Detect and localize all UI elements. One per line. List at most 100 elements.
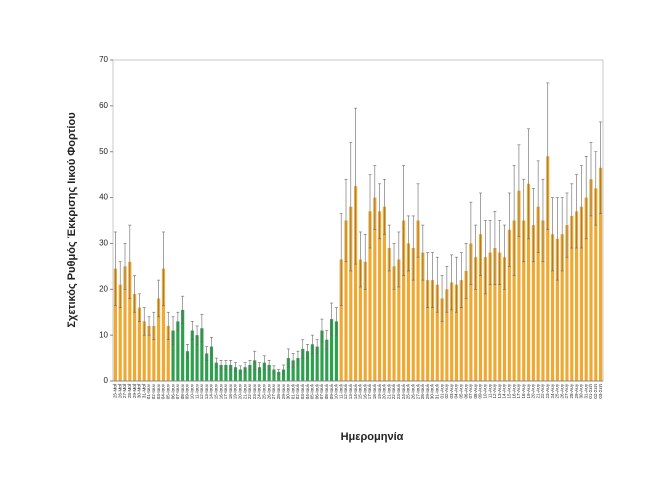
x-tick-label: 08-Αυγ xyxy=(473,383,478,398)
x-tick-label: 21-Αυγ xyxy=(535,383,540,398)
bar xyxy=(387,248,391,381)
x-tick-label: 23-Ιουν xyxy=(252,383,257,399)
x-tick-label: 24-Αυγ xyxy=(550,383,555,398)
bar xyxy=(291,360,295,381)
x-tick-label: 04-Αυγ xyxy=(454,383,459,398)
bar xyxy=(512,220,516,381)
bar xyxy=(565,225,569,381)
bar xyxy=(253,360,257,381)
bar xyxy=(161,268,166,381)
bar xyxy=(310,344,314,381)
x-tick-label: 19-Ιουλ xyxy=(377,383,382,399)
x-tick-label: 19-Ιουν xyxy=(233,383,238,399)
bar xyxy=(171,330,175,381)
x-tick-label: 10-Ιουλ xyxy=(334,383,339,399)
bar xyxy=(277,371,281,381)
x-tick-label: 07-Ιουλ xyxy=(319,383,324,399)
x-tick-label: 05-Αυγ xyxy=(459,383,464,398)
x-tick-label: 03-Ιουλ xyxy=(300,383,305,399)
bar xyxy=(262,362,266,381)
x-tick-label: 25-Μαΐ xyxy=(112,383,118,398)
x-tick-label: 03-Αυγ xyxy=(449,383,454,398)
bar xyxy=(354,186,358,381)
x-axis-title: Ημερομηνία xyxy=(341,431,404,443)
bar xyxy=(502,257,507,381)
bar xyxy=(402,220,406,381)
bar xyxy=(469,243,473,381)
bar xyxy=(392,266,396,381)
bar xyxy=(142,321,146,381)
x-tick-label: 13-Ιουλ xyxy=(348,383,353,399)
x-tick-label: 02-Σεπ xyxy=(593,384,598,399)
x-tick-label: 30-Ιουλ xyxy=(430,383,435,399)
bar xyxy=(358,259,362,381)
bar xyxy=(219,364,223,381)
bar xyxy=(176,321,180,381)
bar xyxy=(118,284,122,381)
x-tick-label: 27-Αυγ xyxy=(564,383,569,398)
bar xyxy=(301,348,305,381)
bar xyxy=(416,220,420,381)
bar xyxy=(560,234,564,381)
x-tick-label: 30-Μαΐ xyxy=(136,383,142,398)
x-tick-label: 31-Μαΐ xyxy=(140,383,146,398)
bar xyxy=(363,261,367,381)
bar xyxy=(325,339,329,381)
bar xyxy=(430,280,435,381)
bar xyxy=(315,346,319,381)
bar xyxy=(238,369,242,381)
y-tick-label: 30 xyxy=(99,239,108,248)
x-tick-label: 02-Ιουν xyxy=(151,383,156,399)
bar xyxy=(541,220,545,381)
bar xyxy=(570,215,574,381)
bar xyxy=(454,284,459,381)
bar xyxy=(373,197,377,381)
bar xyxy=(426,280,430,381)
x-tick-label: 29-Μαΐ xyxy=(131,383,137,398)
y-axis-title: Σχετικός Ρυθμός Έκκρισης Ιικού Φορτίου xyxy=(66,112,78,327)
bar xyxy=(157,298,161,381)
bar xyxy=(378,211,382,381)
bar xyxy=(550,234,555,381)
x-tick-label: 01-Ιουλ xyxy=(290,383,295,399)
bar xyxy=(229,364,233,381)
x-tick-label: 26-Μαΐ xyxy=(116,383,122,398)
bar xyxy=(526,183,531,381)
x-tick-label: 29-Ιουλ xyxy=(425,383,430,399)
x-tick-label: 12-Ιουν xyxy=(199,383,204,399)
x-tick-label: 01-Ιουν xyxy=(146,383,151,399)
x-tick-label: 11-Ιουν xyxy=(194,383,199,399)
x-tick-label: 13-Αυγ xyxy=(497,383,502,398)
bar xyxy=(190,330,194,381)
x-tick-label: 07-Αυγ xyxy=(468,383,473,398)
bar xyxy=(450,282,454,381)
x-tick-label: 26-Ιουλ xyxy=(410,383,415,399)
x-tick-label: 25-Αυγ xyxy=(555,383,560,398)
bar xyxy=(339,259,343,381)
y-tick-label: 60 xyxy=(99,101,108,110)
x-tick-label: 11-Ιουλ xyxy=(338,383,343,399)
bar xyxy=(507,229,511,381)
bar xyxy=(546,156,550,381)
x-tick-label: 15-Αυγ xyxy=(507,383,512,398)
bar xyxy=(599,167,603,381)
x-tick-label: 11-Αυγ xyxy=(487,383,492,398)
x-tick-label: 24-Ιουν xyxy=(257,383,262,399)
x-tick-label: 25-Ιουλ xyxy=(406,383,411,399)
x-tick-label: 09-Ιουλ xyxy=(329,383,334,399)
x-tick-label: 14-Αυγ xyxy=(502,383,507,398)
x-tick-label: 10-Ιουν xyxy=(189,383,194,399)
x-tick-label: 17-Αυγ xyxy=(516,383,521,398)
bar xyxy=(296,358,300,381)
y-tick-label: 20 xyxy=(99,284,108,293)
bar xyxy=(555,238,559,381)
bar xyxy=(248,364,252,381)
bar xyxy=(498,252,502,381)
x-tick-label: 18-Ιουν xyxy=(228,383,233,399)
x-tick-label: 29-Αυγ xyxy=(574,383,579,398)
x-tick-label: 28-Αυγ xyxy=(569,383,574,398)
y-tick-label: 0 xyxy=(104,376,109,385)
bar xyxy=(522,220,526,381)
x-tick-label: 25-Ιουν xyxy=(262,383,267,399)
x-tick-label: 06-Ιουλ xyxy=(314,383,319,399)
